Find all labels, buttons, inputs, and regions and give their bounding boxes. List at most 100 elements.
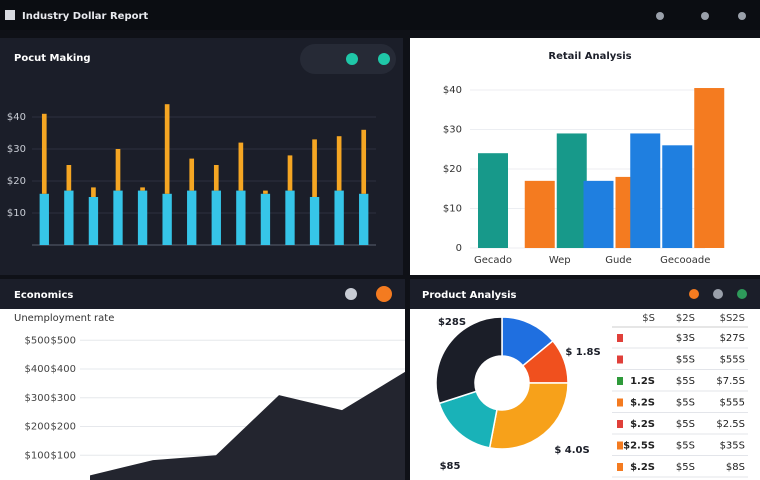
app-icon[interactable] (5, 10, 15, 20)
column-header: $2S (676, 313, 695, 324)
toggle[interactable] (378, 53, 390, 65)
panel-title: Pocut Making (14, 53, 91, 64)
x-tick-label: Gecado (474, 255, 512, 266)
bar-top (189, 158, 195, 191)
donut-slice (488, 382, 569, 450)
bar-base (359, 193, 369, 245)
y-tick-label: $300 (51, 393, 76, 404)
table-cell: $3S (676, 333, 695, 344)
table-cell: $.2S (630, 419, 655, 430)
settings-icon[interactable] (701, 12, 709, 20)
table-cell: $5S (676, 355, 695, 366)
column-header: $S (642, 313, 655, 324)
economics-header (0, 279, 405, 309)
table-cell: $5S (676, 462, 695, 473)
search-icon[interactable] (656, 12, 664, 20)
products-header (410, 279, 760, 309)
bar-base (162, 193, 172, 245)
table-cell: $5S (676, 376, 695, 387)
bar-base (88, 197, 99, 245)
table-cell: $2.5S (716, 419, 745, 430)
table-cell: $8S (726, 462, 745, 473)
bar-top (115, 149, 121, 191)
table-cell: $5S (676, 398, 695, 409)
bar-base (211, 190, 221, 245)
bar-base (285, 190, 295, 245)
bar (478, 153, 508, 248)
table-cell: $55S (720, 355, 745, 366)
bar-top (361, 129, 367, 194)
row-marker (617, 441, 623, 450)
filter-icon[interactable] (689, 289, 699, 299)
bar-base (236, 190, 246, 245)
bar (556, 133, 587, 248)
y-tick-label: $10 (7, 208, 26, 219)
menu-icon[interactable] (345, 288, 357, 300)
bar (583, 180, 614, 248)
x-tick-label: Wep (549, 255, 571, 266)
bar-base (334, 190, 344, 245)
y-tick-label: $30 (443, 125, 462, 136)
x-tick-label: Gecooade (660, 255, 710, 266)
bar-top (140, 187, 145, 191)
bar (630, 133, 661, 248)
bar-top (91, 187, 96, 197)
y-tick-label: $40 (443, 85, 462, 96)
y-tick-label: $400 (51, 364, 76, 375)
panel-title: Economics (14, 290, 73, 301)
table-cell: $555 (720, 398, 745, 409)
donut-slice (435, 316, 503, 405)
x-tick-label: Gude (605, 255, 632, 266)
y-tick-label: $100 (51, 450, 76, 461)
y-tick-label: $500 (25, 335, 50, 346)
y-tick-label: $10 (443, 204, 462, 215)
y-tick-label: 0 (456, 243, 462, 254)
y-tick-label: $100 (25, 450, 50, 461)
row-marker (617, 334, 623, 342)
table-cell: $27S (720, 333, 745, 344)
action-icon[interactable] (376, 286, 392, 302)
bar-top (238, 142, 244, 191)
y-tick-label: $30 (7, 144, 26, 155)
user-icon[interactable] (738, 12, 746, 20)
bar-top (213, 165, 219, 191)
chart-subtitle: Unemployment rate (14, 313, 114, 324)
row-marker (617, 398, 623, 407)
panel-title: Retail Analysis (548, 51, 631, 62)
app-title: Industry Dollar Report (22, 11, 148, 22)
bar (694, 88, 725, 249)
y-tick-label: $200 (25, 422, 50, 433)
bar-base (309, 197, 320, 245)
bar-base (187, 190, 197, 245)
y-tick-label: $40 (7, 112, 26, 123)
bar-top (41, 113, 47, 194)
table-cell: $7.5S (716, 376, 745, 387)
bar-base (260, 193, 271, 245)
bar (524, 180, 555, 248)
bar-base (39, 193, 49, 245)
donut-callout: $28S (438, 317, 466, 328)
bar-top (336, 136, 342, 191)
y-tick-label: $20 (443, 164, 462, 175)
bar-top (263, 190, 268, 194)
y-tick-label: $500 (51, 335, 76, 346)
y-tick-label: $20 (7, 176, 26, 187)
filter-icon[interactable] (713, 289, 723, 299)
column-header: $S2S (720, 313, 745, 324)
row-marker (617, 377, 623, 385)
table-cell: $35S (720, 441, 745, 452)
donut-callout: $85 (440, 461, 461, 472)
bar-top (164, 104, 170, 194)
bar (662, 145, 693, 248)
table-cell: $.2S (630, 462, 655, 473)
toggle[interactable] (346, 53, 358, 65)
table-cell: 1.2S (630, 376, 655, 387)
row-marker (617, 420, 623, 428)
filter-icon[interactable] (737, 289, 747, 299)
bar-base (113, 190, 123, 245)
y-tick-label: $400 (25, 364, 50, 375)
bar-top (287, 155, 293, 191)
row-marker (617, 463, 623, 471)
bar-top (66, 165, 72, 191)
